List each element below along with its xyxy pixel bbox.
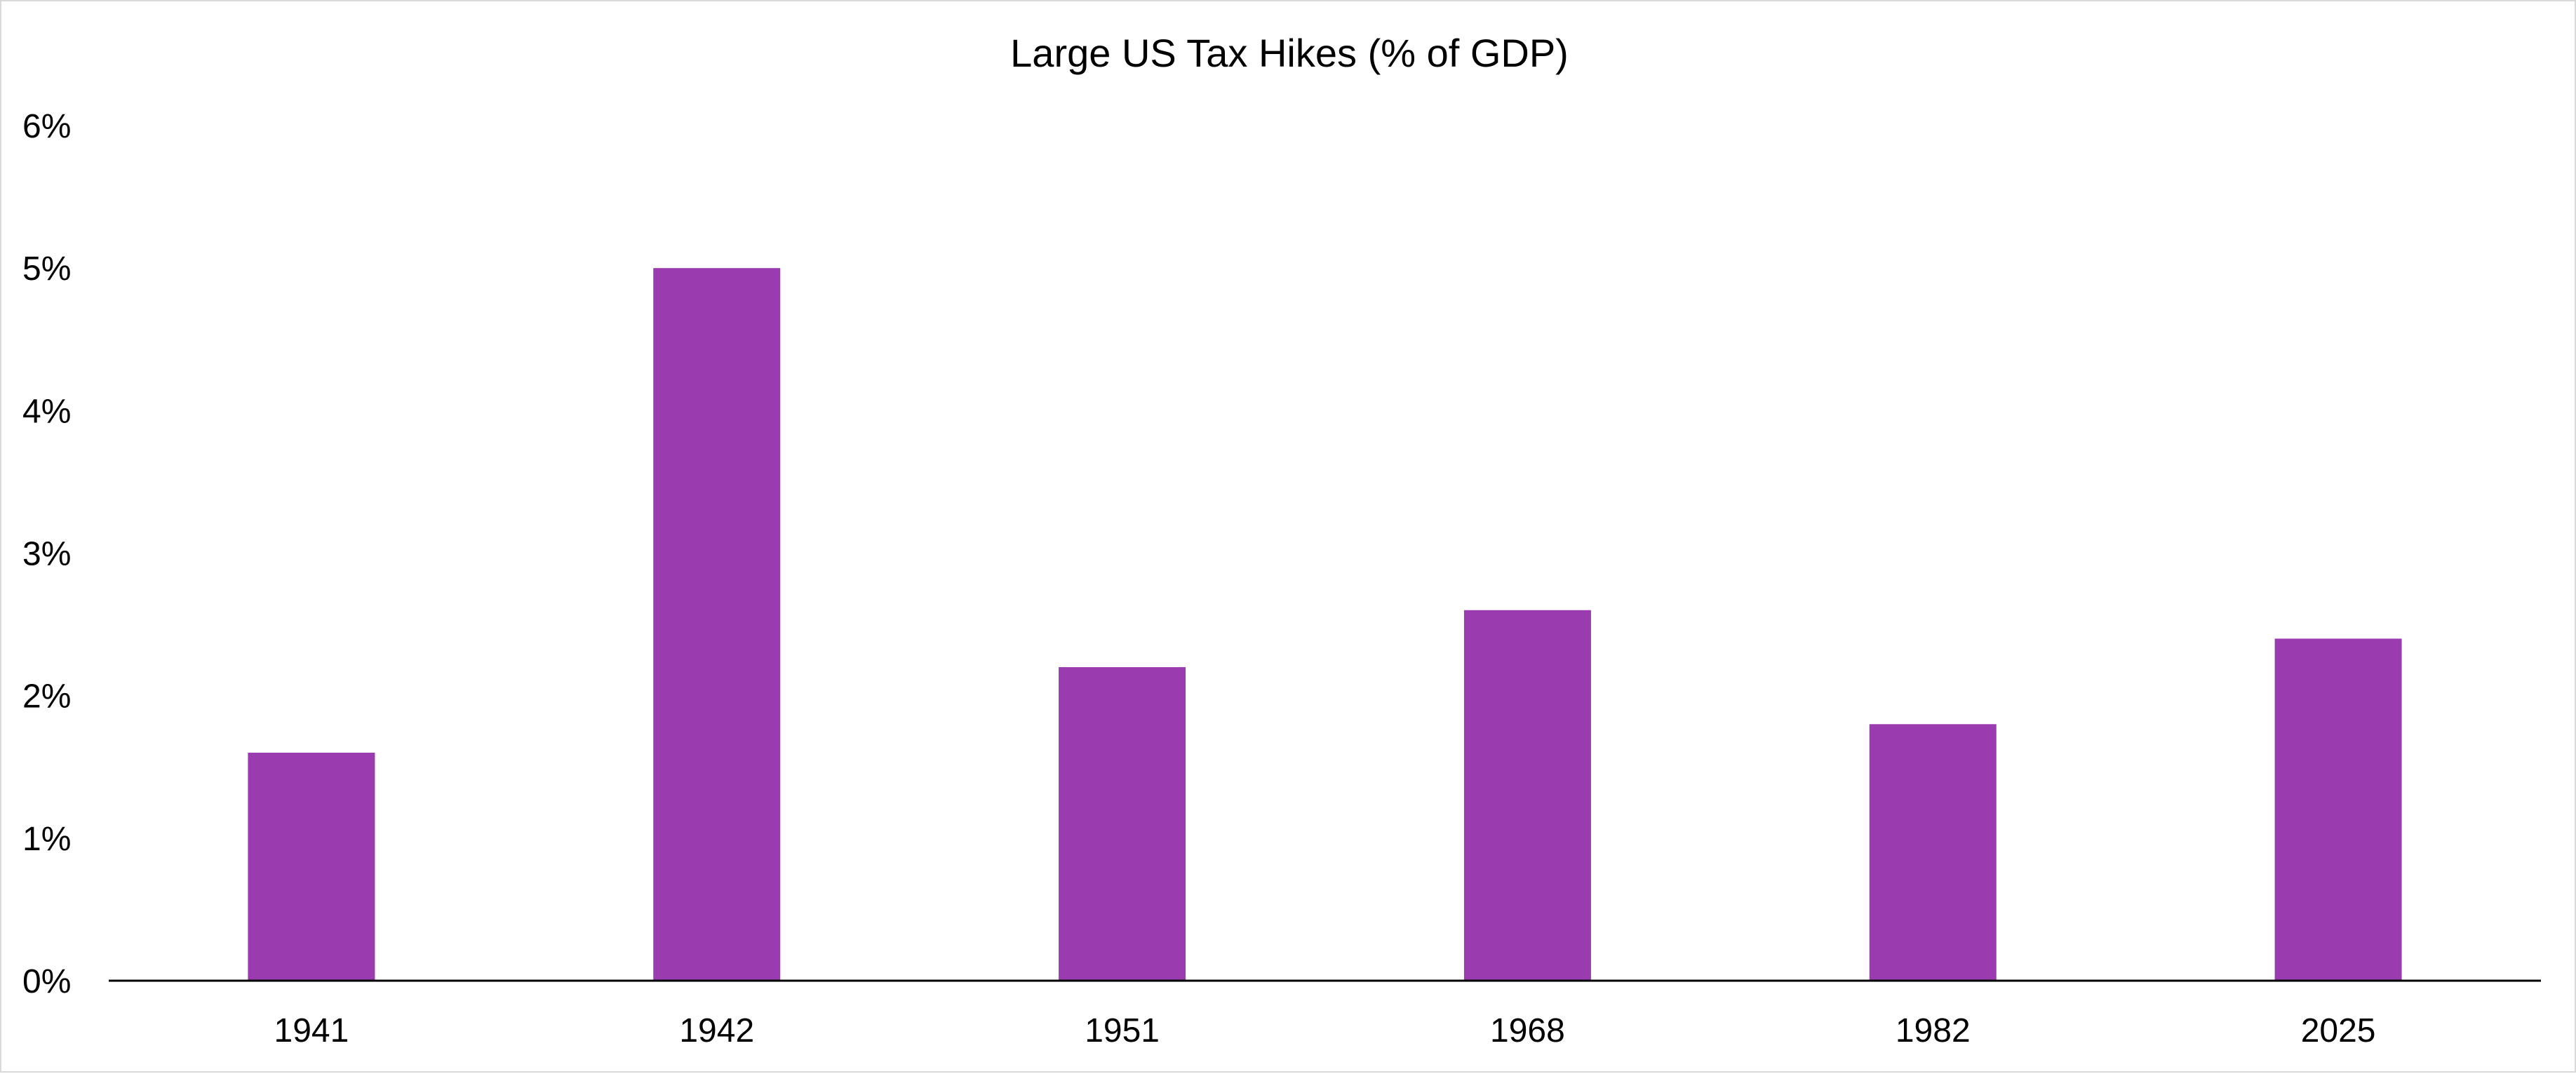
bar-2025 [2274, 638, 2402, 981]
bar-1982 [1869, 724, 1997, 981]
bar-1951 [1059, 667, 1186, 981]
x-axis-tick-labels: 1941 1942 1951 1968 1982 2025 [274, 1012, 2376, 1049]
bar-1968 [1463, 610, 1591, 981]
x-tick-label: 1982 [1896, 1012, 1971, 1049]
y-tick-label: 4% [22, 393, 71, 430]
bar-1941 [248, 752, 375, 981]
y-tick-label: 5% [22, 250, 71, 288]
x-tick-label: 2025 [2301, 1012, 2376, 1049]
bar-series [248, 268, 2402, 981]
y-tick-label: 2% [22, 678, 71, 716]
chart-title: Large US Tax Hikes (% of GDP) [1010, 31, 1569, 75]
y-tick-label: 0% [22, 963, 71, 1000]
x-tick-label: 1968 [1490, 1012, 1565, 1049]
x-tick-label: 1951 [1085, 1012, 1160, 1049]
y-axis-tick-labels: 0% 1% 2% 3% 4% 5% 6% [22, 108, 71, 1000]
y-tick-label: 6% [22, 108, 71, 145]
y-tick-label: 3% [22, 536, 71, 573]
x-tick-label: 1941 [274, 1012, 349, 1049]
bar-1942 [653, 268, 781, 981]
y-tick-label: 1% [22, 821, 71, 858]
x-tick-label: 1942 [679, 1012, 754, 1049]
